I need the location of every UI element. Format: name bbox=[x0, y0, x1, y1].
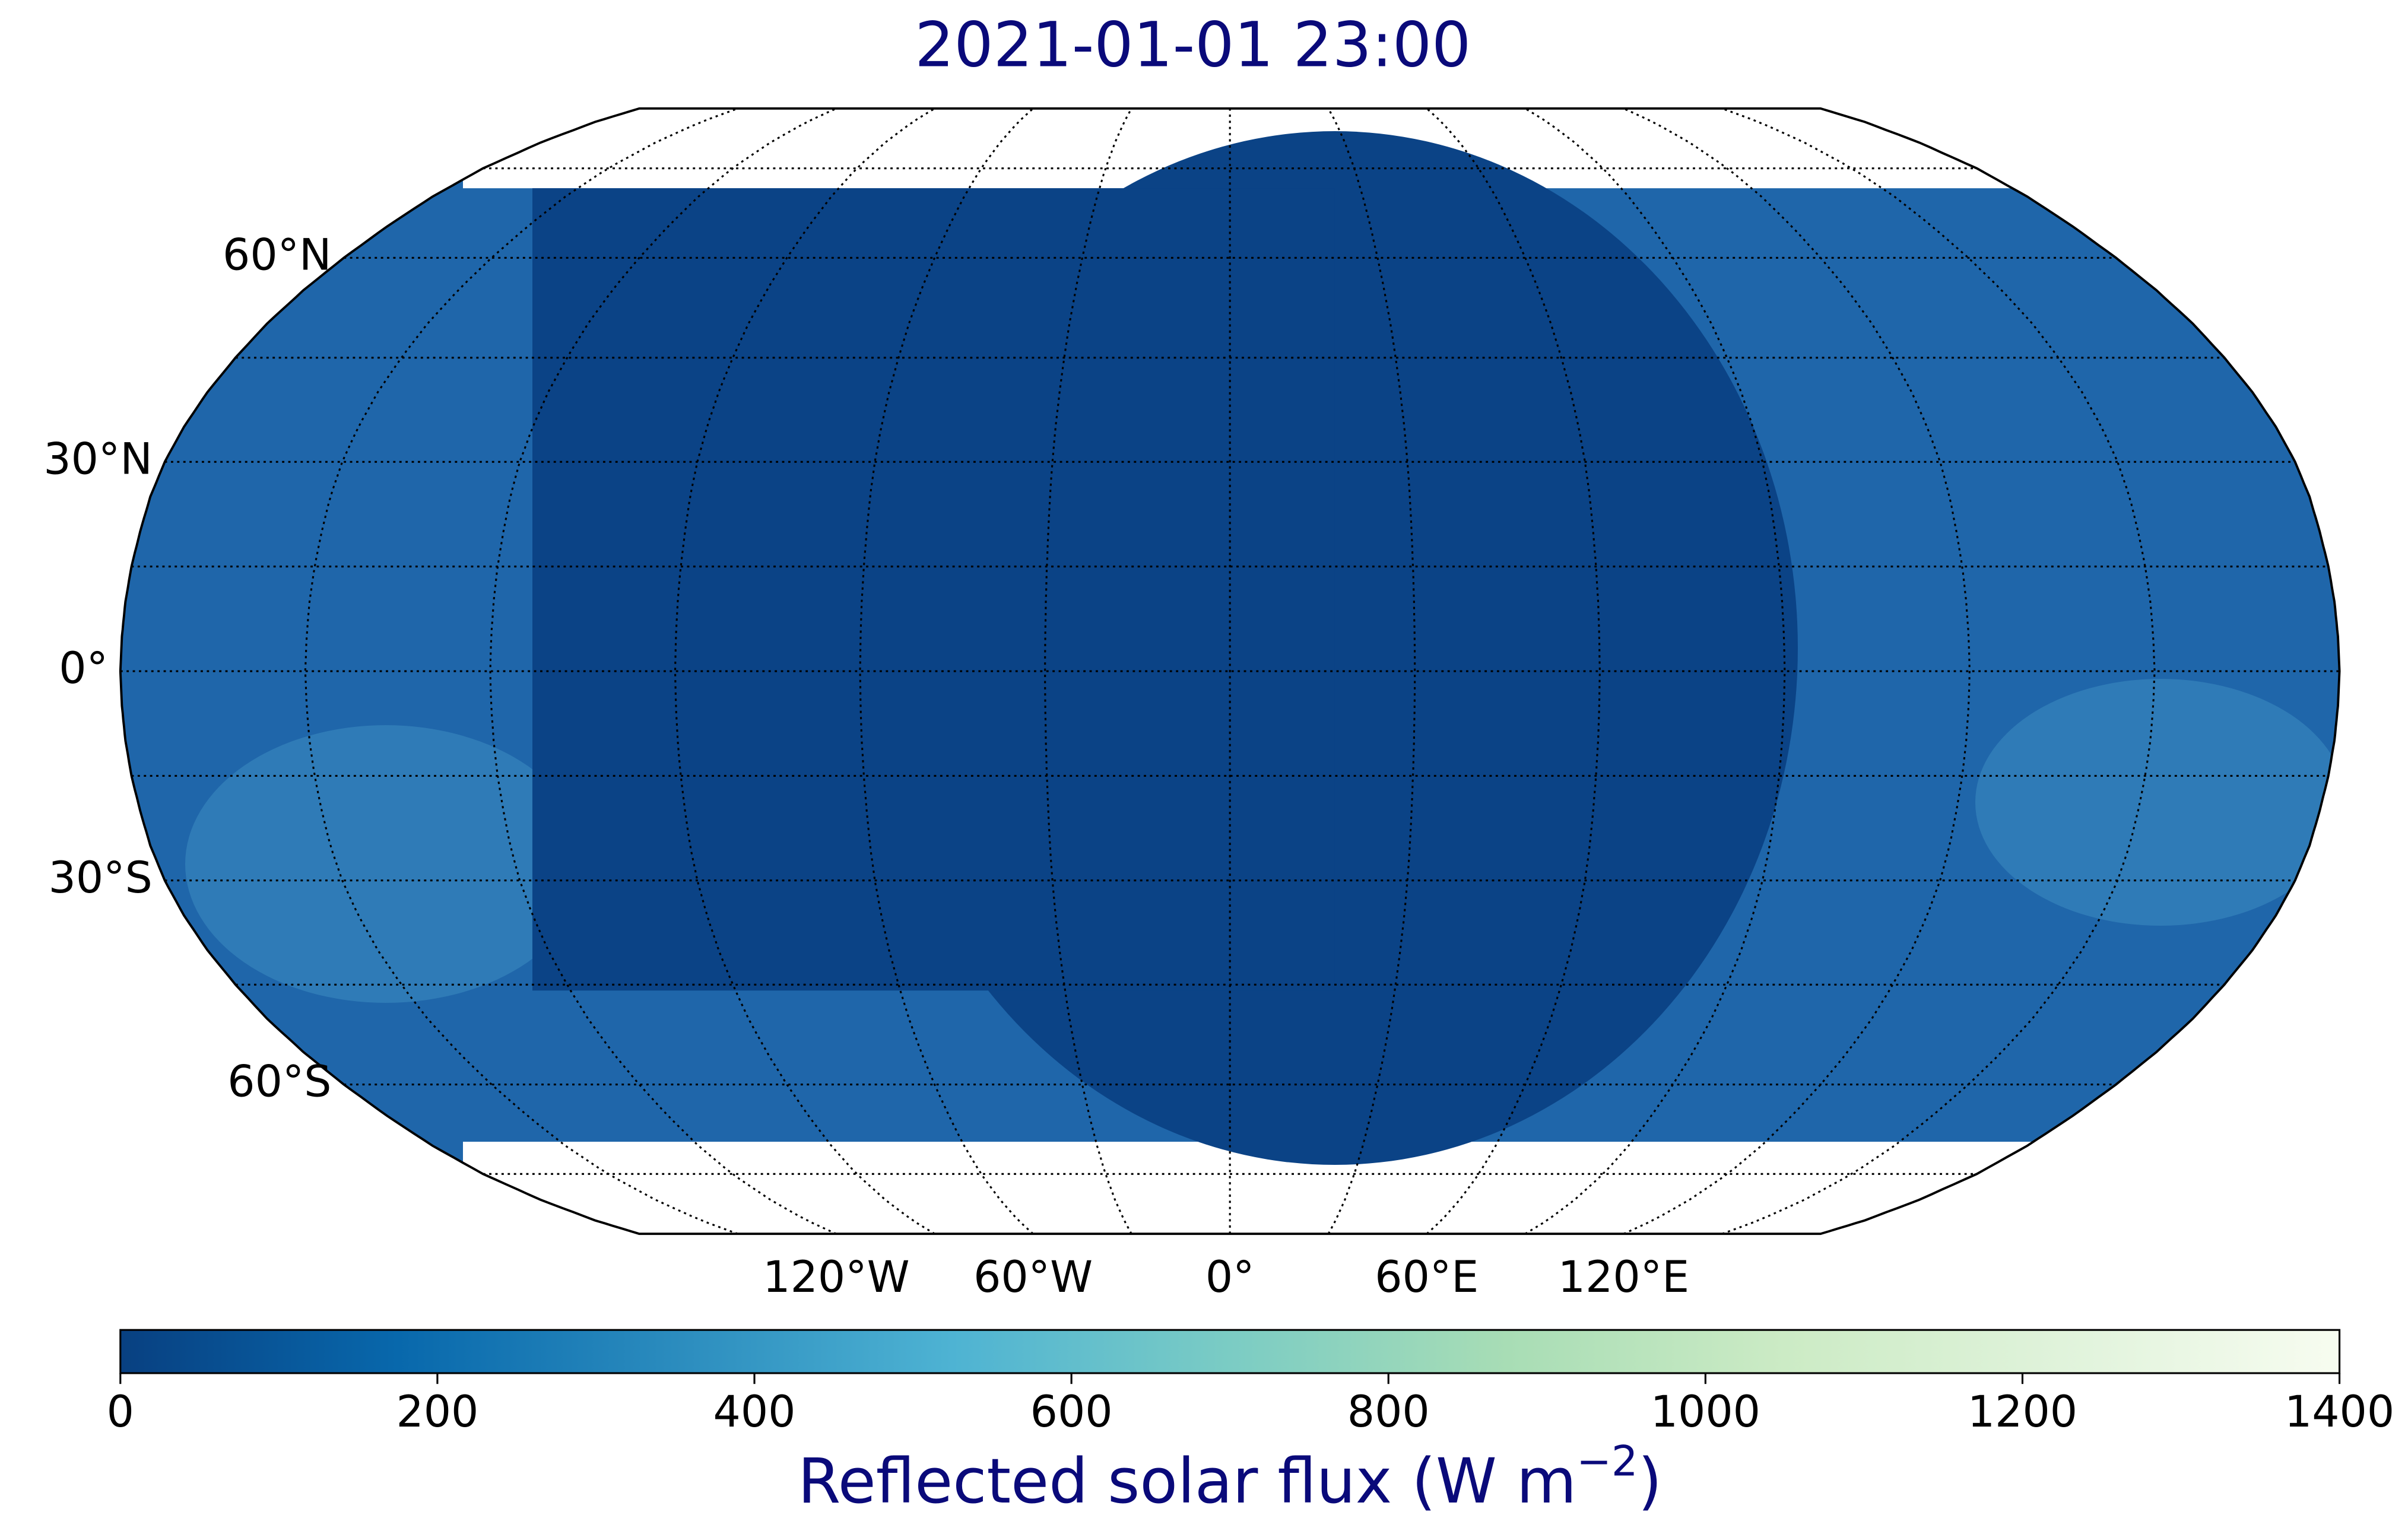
colorbar-tick-label: 1200 bbox=[1968, 1387, 2077, 1437]
meridian bbox=[1044, 108, 1132, 1234]
lon-label: 60°W bbox=[973, 1252, 1093, 1303]
colorbar-tick-label: 200 bbox=[396, 1387, 478, 1437]
lat-label: 30°N bbox=[43, 434, 152, 484]
meridian bbox=[1426, 107, 1601, 1235]
colorbar-tick-label: 800 bbox=[1347, 1387, 1430, 1437]
lon-label: 0° bbox=[1205, 1252, 1255, 1303]
meridian bbox=[859, 107, 1034, 1235]
meridian bbox=[304, 107, 738, 1235]
lat-label: 60°S bbox=[227, 1057, 331, 1107]
lon-label: 120°W bbox=[763, 1252, 909, 1303]
meridian bbox=[489, 107, 837, 1235]
map-title: 2021-01-01 23:00 bbox=[915, 9, 1471, 81]
colorbar-label: Reflected solar flux (W m−2) bbox=[798, 1437, 1662, 1517]
colorbar-label-main: Reflected solar flux (W m bbox=[798, 1445, 1576, 1517]
colorbar: 0 200 400 600 800 1000 1200 1400 Reflected solar… bbox=[107, 1329, 2394, 1517]
lat-label: 0° bbox=[59, 643, 108, 694]
night-side bbox=[532, 188, 1335, 991]
colorbar-tick-label: 1400 bbox=[2285, 1387, 2394, 1437]
map-body bbox=[120, 108, 2340, 1234]
lon-label: 120°E bbox=[1558, 1252, 1689, 1303]
meridian bbox=[1721, 107, 2156, 1235]
cloud-band bbox=[1975, 679, 2340, 926]
colorbar-gradient bbox=[119, 1329, 2341, 1374]
colorbar-label-exponent: −2 bbox=[1576, 1437, 1638, 1485]
map: 60°N 30°N 0° 30°S 60°S 120°W 60°W 0° 60°E 120°E bbox=[43, 107, 2341, 1303]
colorbar-tick-label: 1000 bbox=[1651, 1387, 1760, 1437]
cloud-band bbox=[185, 725, 586, 1003]
lat-label: 30°S bbox=[49, 853, 153, 903]
lat-label: 60°N bbox=[223, 230, 331, 280]
meridian bbox=[674, 107, 935, 1235]
colorbar-tick-label: 400 bbox=[713, 1387, 796, 1437]
colorbar-tick-label: 600 bbox=[1030, 1387, 1113, 1437]
lon-label: 60°E bbox=[1375, 1252, 1479, 1303]
colorbar-tick-label: 0 bbox=[107, 1387, 134, 1437]
colorbar-label-end: ) bbox=[1638, 1445, 1663, 1517]
meridian bbox=[1524, 107, 1786, 1235]
meridian bbox=[1327, 108, 1416, 1234]
map-outline bbox=[119, 107, 2341, 1235]
meridian bbox=[1623, 107, 1971, 1235]
